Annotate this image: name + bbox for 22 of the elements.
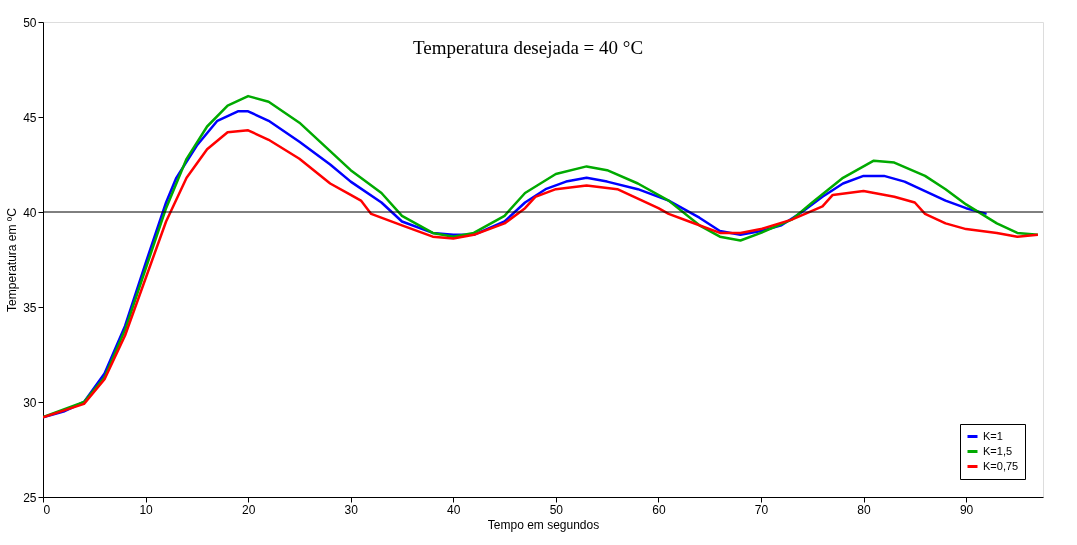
x-tick-label: 30 — [344, 502, 359, 517]
y-tick-label: 25 — [23, 490, 37, 505]
y-tick-label: 30 — [23, 395, 37, 410]
x-tick-label: 10 — [139, 502, 154, 517]
x-tick-label: 70 — [754, 502, 769, 517]
x-tick-label: 40 — [447, 502, 461, 517]
x-axis-title: Tempo em segundos — [487, 517, 600, 532]
legend-label: K=1 — [983, 429, 1003, 442]
x-tick-label: 60 — [652, 502, 666, 517]
x-tick-label: 80 — [857, 502, 872, 517]
legend-label: K=0,75 — [983, 459, 1019, 472]
x-tick-label: 50 — [549, 502, 564, 517]
x-tick-label: 0 — [43, 502, 51, 517]
y-tick-label: 50 — [23, 15, 37, 30]
y-axis-title: Temperatura em ºC — [5, 207, 20, 312]
y-tick-label: 45 — [23, 110, 37, 125]
text: Temperatura desejada = 40 °C — [412, 37, 644, 58]
y-tick-label: 40 — [23, 205, 37, 220]
y-tick-label: 35 — [23, 300, 37, 315]
legend-label: K=1,5 — [983, 444, 1013, 457]
x-tick-label: 90 — [959, 502, 974, 517]
x-tick-label: 20 — [241, 502, 256, 517]
